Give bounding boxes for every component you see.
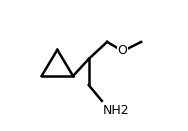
Text: NH2: NH2 [103,103,130,117]
Text: O: O [117,44,127,57]
